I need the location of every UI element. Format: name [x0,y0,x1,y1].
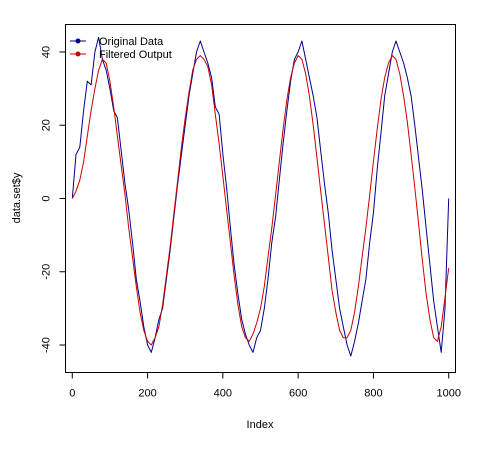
legend-marker [75,38,81,44]
x-tick-label: 800 [364,388,382,400]
series-layer [71,36,450,357]
x-tick-label: 200 [138,388,156,400]
y-tick-label: -20 [41,264,53,280]
x-tick-label: 600 [289,388,307,400]
legend-label: Filtered Output [99,49,172,61]
x-tick-label: 400 [214,388,232,400]
legend-label: Original Data [99,36,164,48]
y-tick-label: 20 [41,119,53,131]
x-tick-label: 1000 [436,388,460,400]
y-tick-label: -40 [41,337,53,353]
y-axis-label: data.set$y [11,172,23,223]
x-tick-label: 0 [69,388,75,400]
x-axis: 0 200 400 600 800 1000 [69,372,461,400]
y-tick-label: 40 [41,46,53,58]
series-line-original-data [71,36,450,357]
legend-marker [75,51,81,57]
y-axis: -40 -20 0 20 40 [41,46,66,353]
series-line-filtered-output [71,55,450,346]
plot-frame [65,24,456,373]
y-tick-label: 0 [41,195,53,201]
x-axis-label: Index [247,419,274,431]
